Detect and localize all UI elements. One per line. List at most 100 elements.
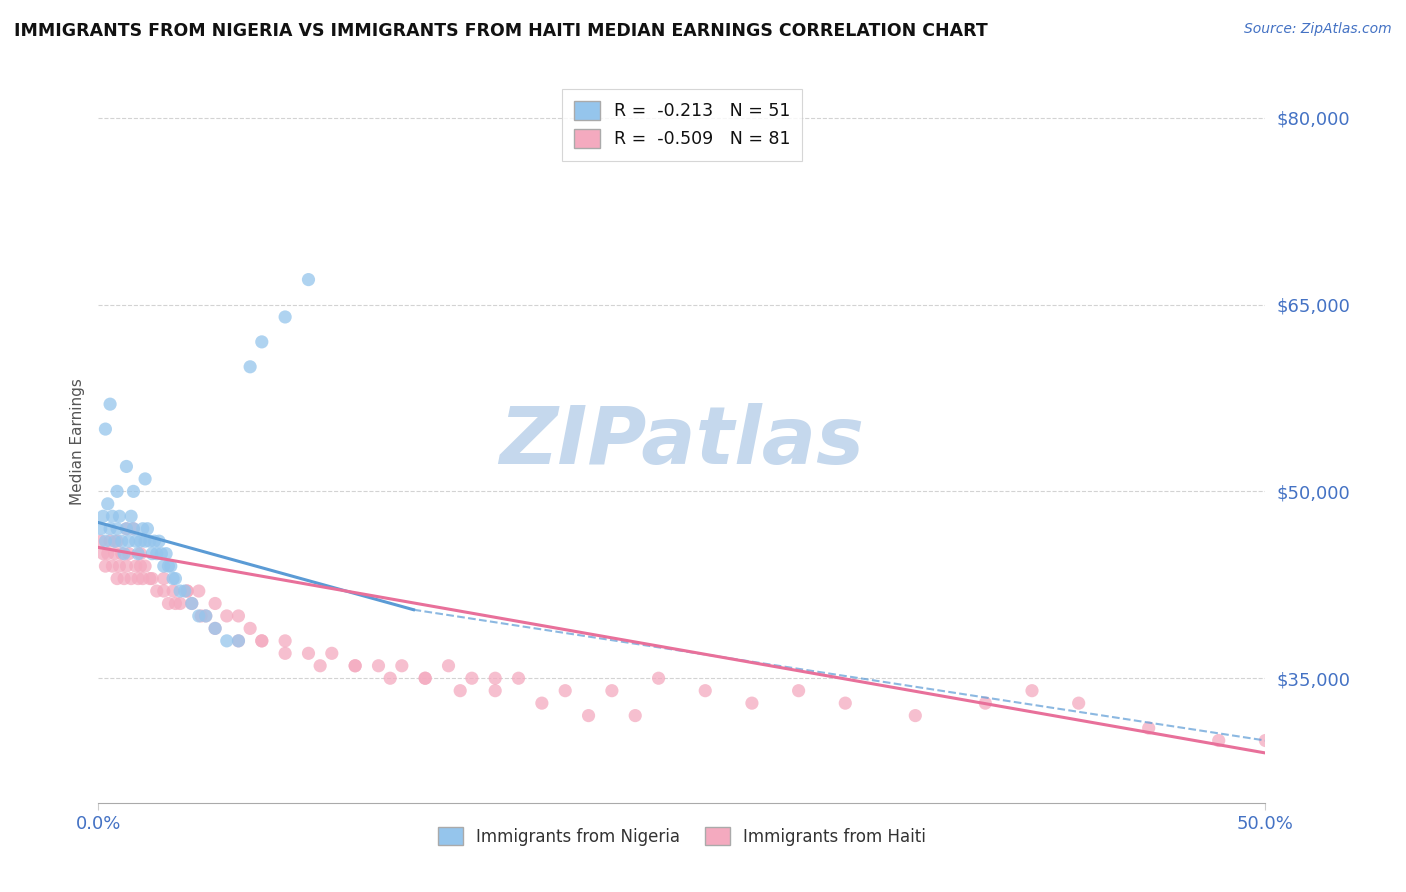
Point xyxy=(122,522,145,536)
Point xyxy=(141,572,163,586)
Point xyxy=(250,633,273,648)
Point xyxy=(190,609,212,624)
Point xyxy=(1067,696,1090,710)
Point xyxy=(367,658,389,673)
Point xyxy=(146,547,169,561)
Point xyxy=(309,658,332,673)
Point xyxy=(508,671,530,685)
Point xyxy=(127,547,149,561)
Point xyxy=(125,559,148,574)
Point xyxy=(461,671,484,685)
Point xyxy=(250,633,273,648)
Point xyxy=(90,534,112,549)
Point xyxy=(321,646,343,660)
Point xyxy=(176,584,198,599)
Point xyxy=(115,522,138,536)
Point xyxy=(194,609,217,624)
Point xyxy=(104,534,127,549)
Point xyxy=(1254,733,1277,747)
Point xyxy=(391,658,413,673)
Text: Source: ZipAtlas.com: Source: ZipAtlas.com xyxy=(1244,22,1392,37)
Point xyxy=(134,559,156,574)
Point xyxy=(741,696,763,710)
Point xyxy=(94,534,117,549)
Point xyxy=(115,522,138,536)
Point xyxy=(173,584,195,599)
Point xyxy=(204,621,226,635)
Point xyxy=(215,609,238,624)
Point xyxy=(108,559,131,574)
Point xyxy=(118,547,141,561)
Point xyxy=(169,584,191,599)
Point xyxy=(97,497,120,511)
Point xyxy=(157,559,180,574)
Point xyxy=(101,559,124,574)
Point xyxy=(152,572,174,586)
Point xyxy=(118,534,141,549)
Point xyxy=(108,509,131,524)
Point xyxy=(94,559,117,574)
Point xyxy=(194,609,217,624)
Point xyxy=(787,683,810,698)
Point xyxy=(120,572,142,586)
Point xyxy=(437,658,460,673)
Point xyxy=(380,671,402,685)
Point xyxy=(105,572,128,586)
Point xyxy=(136,522,159,536)
Point xyxy=(204,597,226,611)
Point xyxy=(112,547,135,561)
Point xyxy=(129,559,152,574)
Point xyxy=(162,572,184,586)
Point xyxy=(120,509,142,524)
Point xyxy=(146,584,169,599)
Point xyxy=(134,472,156,486)
Point xyxy=(187,609,209,624)
Point xyxy=(98,534,121,549)
Point xyxy=(129,547,152,561)
Point xyxy=(98,522,121,536)
Point xyxy=(122,522,145,536)
Point xyxy=(274,646,297,660)
Point xyxy=(578,708,600,723)
Point xyxy=(834,696,856,710)
Point xyxy=(176,584,198,599)
Point xyxy=(127,572,149,586)
Point xyxy=(112,572,135,586)
Point xyxy=(104,547,127,561)
Point xyxy=(111,534,134,549)
Point xyxy=(152,584,174,599)
Point xyxy=(125,534,148,549)
Point xyxy=(204,621,226,635)
Legend: Immigrants from Nigeria, Immigrants from Haiti: Immigrants from Nigeria, Immigrants from… xyxy=(432,821,932,852)
Point xyxy=(165,572,187,586)
Point xyxy=(150,547,173,561)
Point xyxy=(129,534,152,549)
Point xyxy=(449,683,471,698)
Point xyxy=(904,708,927,723)
Point xyxy=(162,584,184,599)
Point xyxy=(1021,683,1043,698)
Point xyxy=(132,572,155,586)
Point xyxy=(152,559,174,574)
Point xyxy=(165,597,187,611)
Point xyxy=(647,671,669,685)
Point xyxy=(274,633,297,648)
Point xyxy=(228,633,250,648)
Point xyxy=(228,609,250,624)
Point xyxy=(159,559,181,574)
Point xyxy=(274,310,297,324)
Point xyxy=(187,584,209,599)
Point xyxy=(105,522,128,536)
Point xyxy=(101,509,124,524)
Point xyxy=(134,534,156,549)
Point xyxy=(624,708,647,723)
Point xyxy=(600,683,623,698)
Text: ZIPatlas: ZIPatlas xyxy=(499,402,865,481)
Point xyxy=(98,397,121,411)
Point xyxy=(157,597,180,611)
Text: IMMIGRANTS FROM NIGERIA VS IMMIGRANTS FROM HAITI MEDIAN EARNINGS CORRELATION CHA: IMMIGRANTS FROM NIGERIA VS IMMIGRANTS FR… xyxy=(14,22,988,40)
Point xyxy=(132,522,155,536)
Point xyxy=(139,572,162,586)
Point xyxy=(180,597,202,611)
Point xyxy=(413,671,436,685)
